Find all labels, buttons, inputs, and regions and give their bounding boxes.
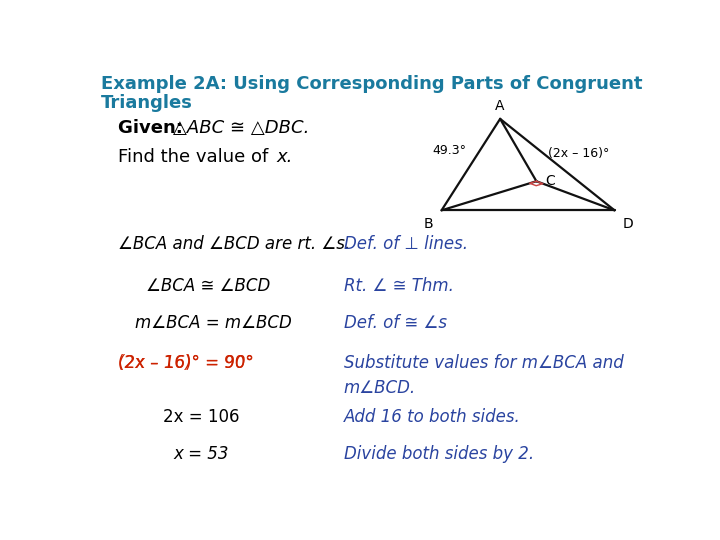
Text: Def. of ≅ ∠s: Def. of ≅ ∠s [344,314,447,332]
Text: Def. of ⊥ lines.: Def. of ⊥ lines. [344,235,468,253]
Text: A: A [495,99,505,113]
Text: (2x – 16)°: (2x – 16)° [548,147,609,160]
Text: B: B [423,217,433,231]
Text: m∠BCD.: m∠BCD. [344,379,416,397]
Text: Example 2A: Using Corresponding Parts of Congruent: Example 2A: Using Corresponding Parts of… [101,75,643,93]
Text: x.: x. [277,148,293,166]
Text: D: D [623,217,634,231]
Text: Rt. ∠ ≅ Thm.: Rt. ∠ ≅ Thm. [344,277,454,295]
Text: Given:: Given: [118,119,189,137]
Text: ∠BCA and ∠BCD are rt. ∠s.: ∠BCA and ∠BCD are rt. ∠s. [118,235,350,253]
Text: Divide both sides by 2.: Divide both sides by 2. [344,446,534,463]
Text: 49.3°: 49.3° [433,144,467,157]
Text: △ABC ≅ △DBC.: △ABC ≅ △DBC. [173,119,309,137]
Text: (2x – 16)° = 90°: (2x – 16)° = 90° [118,354,253,372]
Text: m∠BCA = m∠BCD: m∠BCA = m∠BCD [135,314,292,332]
Text: Triangles: Triangles [101,94,193,112]
Text: Add 16 to both sides.: Add 16 to both sides. [344,408,521,426]
Text: Find the value of: Find the value of [118,148,274,166]
Text: 2x = 106: 2x = 106 [163,408,239,426]
Text: (2x – 16)° = 90°: (2x – 16)° = 90° [118,354,254,372]
Text: Substitute values for m∠BCA and: Substitute values for m∠BCA and [344,354,624,372]
Text: x = 53: x = 53 [174,446,229,463]
Text: C: C [545,174,554,188]
Text: ∠BCA ≅ ∠BCD: ∠BCA ≅ ∠BCD [145,277,270,295]
